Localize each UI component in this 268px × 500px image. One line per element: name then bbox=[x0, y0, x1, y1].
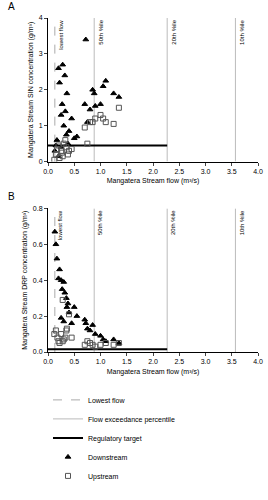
svg-text:lowest flow: lowest flow bbox=[58, 20, 64, 50]
svg-text:4.0: 4.0 bbox=[253, 358, 263, 365]
svg-text:3.5: 3.5 bbox=[227, 168, 237, 175]
svg-text:20th %ile: 20th %ile bbox=[171, 19, 177, 44]
svg-text:Lowest flow: Lowest flow bbox=[88, 397, 126, 404]
svg-text:0.5: 0.5 bbox=[69, 358, 79, 365]
svg-text:2.5: 2.5 bbox=[174, 168, 184, 175]
svg-text:50th %ile: 50th %ile bbox=[97, 210, 103, 235]
svg-text:10th %ile: 10th %ile bbox=[239, 20, 245, 45]
svg-text:1.5: 1.5 bbox=[122, 168, 132, 175]
svg-text:4: 4 bbox=[39, 14, 43, 21]
svg-text:3.0: 3.0 bbox=[201, 358, 211, 365]
svg-text:Mangatera Stream flow (m³/s): Mangatera Stream flow (m³/s) bbox=[107, 368, 200, 376]
svg-text:0.0: 0.0 bbox=[33, 348, 43, 355]
svg-text:Mangatera Stream DRP concentra: Mangatera Stream DRP concentration (g/m³… bbox=[21, 211, 29, 350]
svg-text:2.5: 2.5 bbox=[174, 358, 184, 365]
svg-text:0: 0 bbox=[39, 158, 43, 165]
svg-text:Flow exceedance percentile: Flow exceedance percentile bbox=[88, 416, 175, 424]
svg-text:1.0: 1.0 bbox=[96, 358, 106, 365]
svg-text:lowest flow: lowest flow bbox=[57, 210, 63, 240]
svg-text:0.0: 0.0 bbox=[43, 358, 53, 365]
svg-text:Regulatory target: Regulatory target bbox=[88, 435, 142, 443]
svg-text:3.5: 3.5 bbox=[227, 358, 237, 365]
svg-text:2.0: 2.0 bbox=[148, 168, 158, 175]
svg-text:4.0: 4.0 bbox=[253, 168, 263, 175]
svg-text:10th %ile: 10th %ile bbox=[239, 210, 245, 235]
svg-text:0.4: 0.4 bbox=[33, 277, 43, 284]
svg-text:0.5: 0.5 bbox=[69, 168, 79, 175]
svg-text:0.0: 0.0 bbox=[43, 168, 53, 175]
svg-text:1: 1 bbox=[39, 122, 43, 129]
svg-text:0.2: 0.2 bbox=[33, 313, 43, 320]
svg-text:A: A bbox=[8, 1, 15, 12]
svg-text:50th %ile: 50th %ile bbox=[98, 19, 104, 44]
svg-text:0.6: 0.6 bbox=[33, 241, 43, 248]
svg-text:0.8: 0.8 bbox=[33, 205, 43, 212]
svg-text:1.0: 1.0 bbox=[96, 168, 106, 175]
svg-text:Upstream: Upstream bbox=[88, 473, 119, 481]
svg-text:3: 3 bbox=[39, 50, 43, 57]
svg-text:2: 2 bbox=[39, 86, 43, 93]
svg-text:20th %ile: 20th %ile bbox=[170, 210, 176, 235]
svg-text:B: B bbox=[8, 191, 15, 202]
svg-text:1.5: 1.5 bbox=[122, 358, 132, 365]
svg-text:Mangatera Stream flow (m³/s): Mangatera Stream flow (m³/s) bbox=[107, 177, 200, 185]
svg-text:Mangatera Stream SIN concentra: Mangatera Stream SIN concentration (g/m³… bbox=[27, 22, 35, 158]
svg-text:3.0: 3.0 bbox=[201, 168, 211, 175]
svg-text:2.0: 2.0 bbox=[148, 358, 158, 365]
svg-text:Downstream: Downstream bbox=[88, 454, 127, 461]
